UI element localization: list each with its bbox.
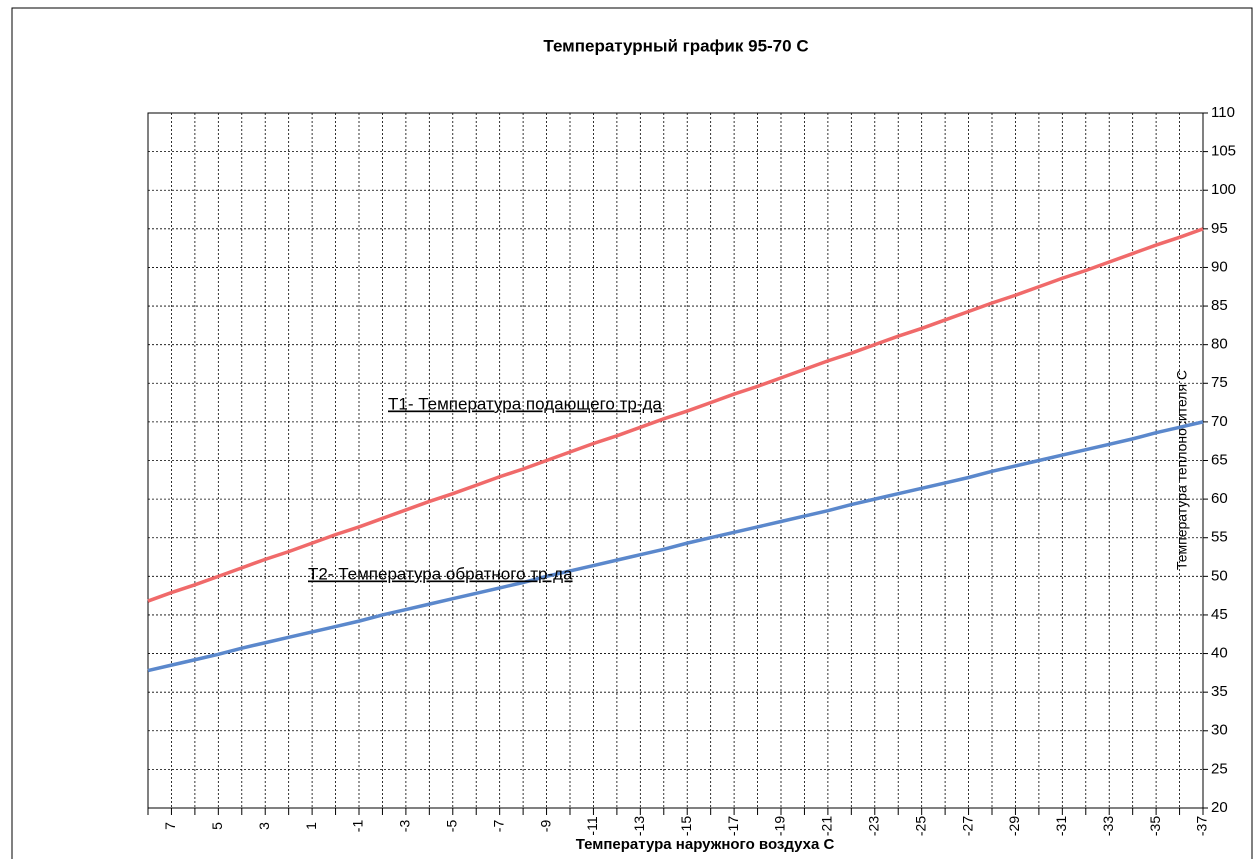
x-tick-label: -33	[1100, 816, 1116, 836]
x-tick-label: -5	[443, 820, 459, 833]
chart-title: Температурный график 95-70 С	[543, 36, 808, 55]
y-tick-label: 105	[1211, 143, 1236, 160]
y-tick-label: 75	[1211, 374, 1228, 391]
annotation: Т2- Температура обратного тр-да	[308, 564, 573, 583]
y-tick-label: 65	[1211, 451, 1228, 468]
annotation: Т1- Температура подающего тр-да	[388, 394, 662, 413]
y-tick-label: 35	[1211, 683, 1228, 700]
x-tick-label: -17	[725, 816, 741, 836]
x-tick-label: -21	[819, 816, 835, 836]
y-tick-label: 30	[1211, 722, 1228, 739]
y-tick-label: 85	[1211, 297, 1228, 314]
x-tick-label: -7	[490, 820, 506, 833]
x-tick-label: -1	[350, 820, 366, 833]
y-tick-label: 80	[1211, 336, 1228, 353]
y-tick-label: 20	[1211, 799, 1228, 816]
x-axis-title: Температура наружного воздуха С	[576, 836, 835, 853]
x-tick-label: 5	[209, 822, 225, 830]
y-tick-label: 90	[1211, 258, 1228, 275]
x-tick-label: 3	[256, 822, 272, 830]
y-tick-label: 45	[1211, 606, 1228, 623]
x-tick-label: -11	[584, 816, 600, 835]
plot-frame	[147, 112, 1204, 809]
y-axis-title: Температура теплоносителя С	[1174, 370, 1190, 570]
x-tick-label: 7	[162, 822, 178, 830]
y-tick-label: 60	[1211, 490, 1228, 507]
x-tick-label: -9	[537, 820, 553, 833]
y-tick-label: 50	[1211, 567, 1228, 584]
x-tick-label: -3	[397, 820, 413, 833]
series-line	[147, 227, 1204, 603]
y-tick-label: 70	[1211, 413, 1228, 430]
x-tick-label: -37	[1194, 816, 1210, 836]
y-tick-label: 40	[1211, 645, 1228, 662]
x-tick-label: -31	[1053, 816, 1069, 836]
x-tick-label: -13	[631, 816, 647, 836]
y-tick-label: 25	[1211, 760, 1228, 777]
y-tick-label: 95	[1211, 220, 1228, 237]
y-tick-label: 55	[1211, 529, 1228, 546]
x-tick-label: -23	[865, 816, 881, 836]
x-tick-label: -35	[1147, 816, 1163, 836]
x-tick-label: -27	[959, 816, 975, 836]
x-tick-label: -29	[1006, 816, 1022, 836]
x-tick-label: 1	[303, 822, 319, 830]
chart-border	[11, 7, 1253, 859]
x-tick-label: -15	[678, 816, 694, 836]
series-line	[147, 420, 1204, 673]
x-tick-label: -19	[772, 816, 788, 836]
y-tick-label: 110	[1211, 104, 1235, 121]
y-tick-label: 100	[1211, 181, 1236, 198]
x-tick-label: -25	[912, 816, 928, 836]
